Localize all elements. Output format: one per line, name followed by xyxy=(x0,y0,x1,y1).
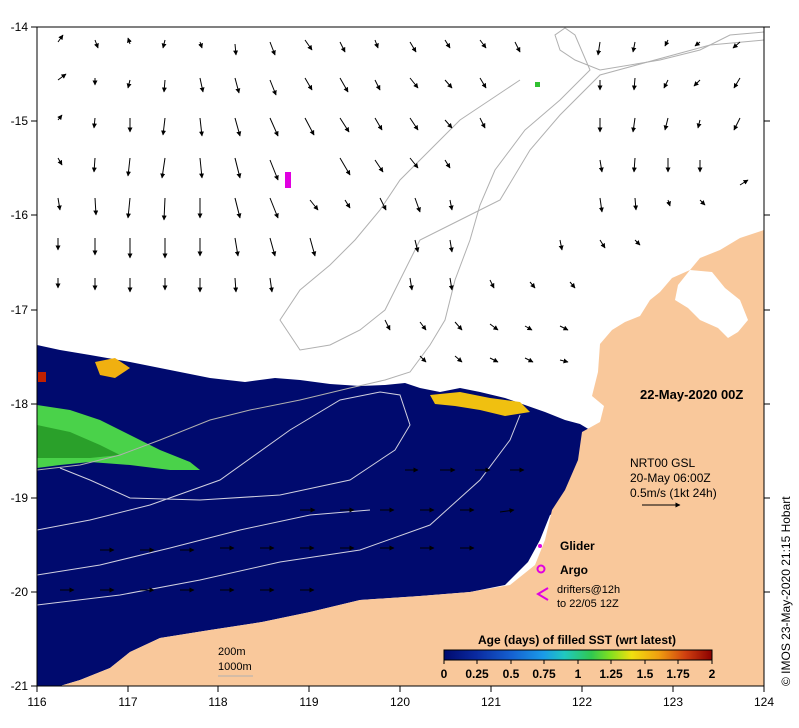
glider-legend-marker xyxy=(538,544,542,548)
colorbar-tick-label: 1.75 xyxy=(666,667,690,681)
filled-sst-green-dark xyxy=(37,425,120,458)
drifter-legend-marker xyxy=(536,587,549,601)
lat-tick-label: -17 xyxy=(11,303,29,317)
lat-tick-label: -15 xyxy=(11,114,29,128)
lon-tick-label: 124 xyxy=(754,695,774,709)
colorbar-tick-label: 0.25 xyxy=(465,667,489,681)
argo-marker xyxy=(535,82,540,87)
lon-tick-label: 123 xyxy=(663,695,683,709)
lon-tick-label: 116 xyxy=(27,695,46,709)
argo-legend-label: Argo xyxy=(560,563,588,577)
colorbar-tick-label: 1.5 xyxy=(637,667,654,681)
lon-tick-label: 122 xyxy=(572,695,592,709)
lat-tick-label: -21 xyxy=(11,679,29,693)
colorbar-tick-label: 1.25 xyxy=(599,667,623,681)
plot-area xyxy=(37,27,764,686)
isobath-200-label: 200m xyxy=(218,646,246,658)
filled-sst-yellow-east xyxy=(430,392,530,416)
lon-tick-label: 118 xyxy=(208,695,227,709)
land xyxy=(60,230,764,686)
colorbar-tick-label: 2 xyxy=(709,667,716,681)
credit-label: © IMOS 23-May-2020 21:15 Hobart xyxy=(779,496,793,686)
sea-sst-region xyxy=(37,345,595,686)
colorbar-tick-label: 0.75 xyxy=(532,667,556,681)
date-label: 22-May-2020 00Z xyxy=(640,387,743,402)
colorbar-tick-label: 0 xyxy=(441,667,448,681)
colorbar-tick-label: 1 xyxy=(575,667,582,681)
axis-ticks xyxy=(31,26,770,692)
filled-sst-yellow-west xyxy=(95,358,130,378)
lat-tick-label: -20 xyxy=(11,585,29,599)
current-model-label: NRT00 GSL xyxy=(630,456,695,470)
lon-tick-label: 119 xyxy=(299,695,318,709)
drifter-legend-label: drifters@12h xyxy=(557,584,620,596)
bay xyxy=(675,270,748,338)
colorbar-tick-label: 0.5 xyxy=(503,667,520,681)
lon-tick-label: 117 xyxy=(118,695,137,709)
current-vectors xyxy=(55,34,749,364)
colorbar xyxy=(443,649,713,661)
lat-tick-label: -14 xyxy=(11,20,29,34)
isobath-1000-label: 1000m xyxy=(218,661,252,673)
current-time-label: 20-May 06:00Z xyxy=(630,471,711,485)
lat-tick-label: -16 xyxy=(11,208,29,222)
isobaths xyxy=(37,27,764,471)
lat-tick-label: -19 xyxy=(11,491,29,505)
glider-legend-label: Glider xyxy=(560,539,595,553)
glider-track xyxy=(285,172,291,188)
lon-tick-label: 121 xyxy=(481,695,501,709)
lat-tick-label: -18 xyxy=(11,397,29,411)
current-vectors-sea xyxy=(60,467,525,593)
lon-tick-label: 120 xyxy=(390,695,410,709)
colorbar-ticks xyxy=(443,660,713,664)
current-scale-label: 0.5m/s (1kt 24h) xyxy=(630,486,717,500)
colorbar-title: Age (days) of filled SST (wrt latest) xyxy=(478,633,676,647)
argo-legend-marker xyxy=(536,564,546,574)
drifter-legend-label-2: to 22/05 12Z xyxy=(557,598,619,610)
